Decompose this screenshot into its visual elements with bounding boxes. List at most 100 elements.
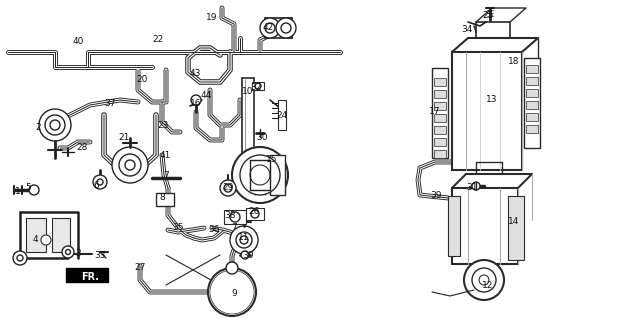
Circle shape: [62, 246, 74, 258]
Bar: [246, 208, 264, 220]
Circle shape: [236, 232, 252, 248]
Bar: [526, 113, 538, 121]
Bar: [434, 114, 446, 122]
Text: 16: 16: [190, 99, 202, 108]
Text: 25: 25: [483, 12, 493, 20]
Circle shape: [472, 268, 496, 292]
Text: 41: 41: [159, 150, 171, 159]
Circle shape: [125, 160, 135, 170]
Text: 44: 44: [200, 92, 212, 100]
Bar: [434, 78, 446, 86]
Text: 20: 20: [136, 75, 148, 84]
Bar: [526, 65, 538, 73]
Text: 29: 29: [222, 183, 234, 193]
Polygon shape: [66, 268, 108, 282]
Bar: [434, 138, 446, 146]
Circle shape: [217, 277, 247, 307]
Text: 12: 12: [483, 282, 493, 291]
Text: 11: 11: [238, 234, 250, 243]
Circle shape: [472, 182, 480, 190]
Text: 39: 39: [430, 191, 442, 201]
Text: FR.: FR.: [81, 272, 99, 282]
Text: 38: 38: [224, 211, 236, 220]
Circle shape: [240, 155, 280, 195]
Bar: [156, 193, 174, 206]
Text: 27: 27: [134, 263, 146, 273]
Circle shape: [232, 147, 288, 203]
Bar: [452, 52, 522, 170]
Circle shape: [214, 274, 250, 310]
Text: 10: 10: [243, 86, 253, 95]
Text: 7: 7: [231, 223, 237, 233]
Text: 40: 40: [72, 37, 84, 46]
Text: 28: 28: [76, 143, 88, 153]
Text: 7: 7: [163, 172, 169, 180]
Circle shape: [226, 262, 238, 274]
Text: 15: 15: [266, 156, 278, 164]
Text: 13: 13: [486, 95, 498, 105]
Text: 5: 5: [25, 183, 31, 193]
Text: 8: 8: [159, 194, 165, 203]
Text: 26: 26: [248, 207, 260, 217]
Circle shape: [241, 251, 249, 259]
Circle shape: [265, 23, 275, 33]
Circle shape: [464, 260, 504, 300]
Bar: [524, 58, 540, 148]
Circle shape: [251, 210, 259, 218]
Text: 3: 3: [75, 250, 81, 259]
Circle shape: [65, 250, 70, 254]
Circle shape: [240, 236, 248, 244]
Bar: [270, 155, 285, 195]
Bar: [278, 100, 286, 130]
Text: 2: 2: [35, 124, 41, 132]
Bar: [432, 68, 448, 158]
Text: 35: 35: [172, 223, 184, 233]
Circle shape: [224, 184, 232, 192]
Text: 6: 6: [93, 180, 99, 189]
Bar: [252, 82, 264, 90]
Text: 22: 22: [152, 35, 164, 44]
Circle shape: [191, 95, 201, 105]
Circle shape: [13, 251, 27, 265]
Text: 43: 43: [189, 69, 201, 78]
Circle shape: [112, 147, 148, 183]
Circle shape: [276, 18, 296, 38]
Bar: [452, 188, 518, 264]
Text: 14: 14: [508, 218, 520, 227]
Text: 4: 4: [32, 236, 38, 244]
Circle shape: [260, 18, 280, 38]
Circle shape: [281, 23, 291, 33]
Text: 36: 36: [208, 226, 220, 235]
Bar: [508, 196, 524, 260]
Text: 19: 19: [206, 13, 218, 22]
Circle shape: [29, 185, 39, 195]
Circle shape: [45, 115, 65, 135]
Circle shape: [208, 268, 256, 316]
Circle shape: [50, 120, 60, 130]
Text: 33: 33: [94, 252, 106, 260]
Text: 31: 31: [467, 183, 477, 193]
Text: 18: 18: [508, 57, 520, 66]
Bar: [52, 218, 70, 252]
Circle shape: [93, 175, 107, 189]
Text: 9: 9: [231, 289, 237, 298]
Bar: [526, 125, 538, 133]
Circle shape: [17, 255, 23, 261]
Text: 30: 30: [243, 252, 253, 260]
Bar: [448, 196, 460, 256]
Text: 30: 30: [256, 132, 268, 141]
Text: 1: 1: [15, 188, 21, 196]
Bar: [242, 78, 254, 188]
Circle shape: [255, 83, 261, 89]
Text: 42: 42: [262, 23, 274, 33]
Bar: [224, 210, 246, 224]
Text: 24: 24: [276, 110, 287, 119]
Text: 17: 17: [429, 108, 441, 116]
Circle shape: [97, 179, 103, 185]
Circle shape: [230, 226, 258, 254]
Text: 34: 34: [461, 26, 473, 35]
Circle shape: [224, 284, 240, 300]
Circle shape: [221, 281, 243, 303]
Text: 37: 37: [104, 100, 116, 108]
Bar: [434, 90, 446, 98]
